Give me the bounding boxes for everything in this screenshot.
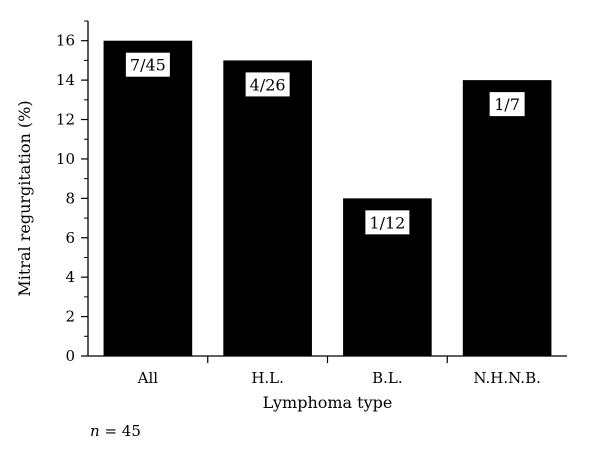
data-label: 1/12 xyxy=(369,213,405,232)
y-tick-label: 10 xyxy=(56,150,75,168)
bar xyxy=(223,60,312,356)
y-tick-label: 6 xyxy=(65,229,75,247)
bars-group xyxy=(103,40,552,357)
y-axis-title: Mitral regurgitation (%) xyxy=(15,100,34,296)
y-tick-label: 0 xyxy=(65,347,75,365)
y-tick-label: 16 xyxy=(56,32,75,50)
sample-size-value: = 45 xyxy=(99,422,141,440)
data-label-box xyxy=(489,92,525,117)
data-labels-group: 7/45 4/26 1/12 1/7 xyxy=(125,52,525,235)
sample-size-note: n = 45 xyxy=(90,422,141,440)
data-label-box xyxy=(245,72,290,97)
bar xyxy=(103,40,193,357)
y-tick-label: 12 xyxy=(56,111,75,129)
data-label-box xyxy=(125,52,170,77)
data-label-box xyxy=(365,210,410,235)
data-label: 4/26 xyxy=(250,75,286,94)
data-label: 7/45 xyxy=(130,56,166,75)
sample-size-variable: n xyxy=(90,422,100,440)
y-tick-label: 14 xyxy=(56,71,75,89)
y-tick-label: 8 xyxy=(65,189,75,207)
x-tick-label: N.H.N.B. xyxy=(473,369,541,387)
x-axis-title: Lymphoma type xyxy=(263,393,393,412)
bar xyxy=(462,80,552,356)
y-ticks-group: 0 2 4 6 8 10 12 14 16 xyxy=(56,20,88,365)
x-tick-label: H.L. xyxy=(251,369,284,387)
y-tick-label: 2 xyxy=(65,308,75,326)
x-ticks-group: All H.L. B.L. N.H.N.B. xyxy=(137,356,541,387)
data-label: 1/7 xyxy=(494,95,520,114)
y-tick-label: 4 xyxy=(65,268,75,286)
x-tick-label: All xyxy=(137,369,159,387)
x-tick-label: B.L. xyxy=(372,369,403,387)
